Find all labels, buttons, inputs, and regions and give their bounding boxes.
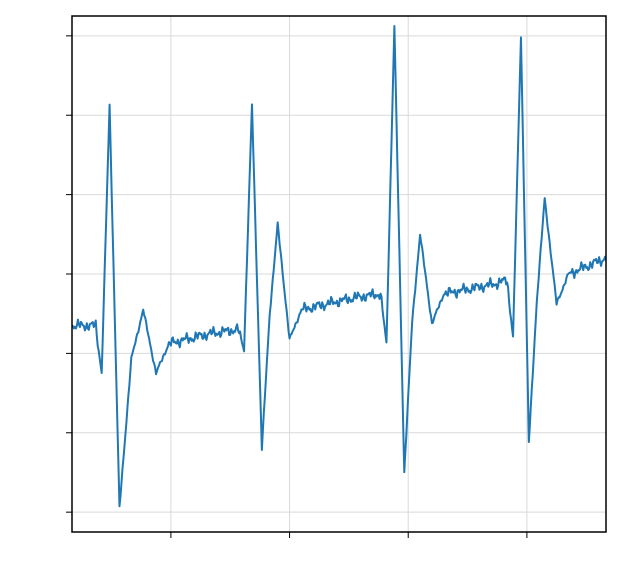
chart-svg: [0, 0, 617, 588]
signal-line-chart: [0, 0, 617, 588]
